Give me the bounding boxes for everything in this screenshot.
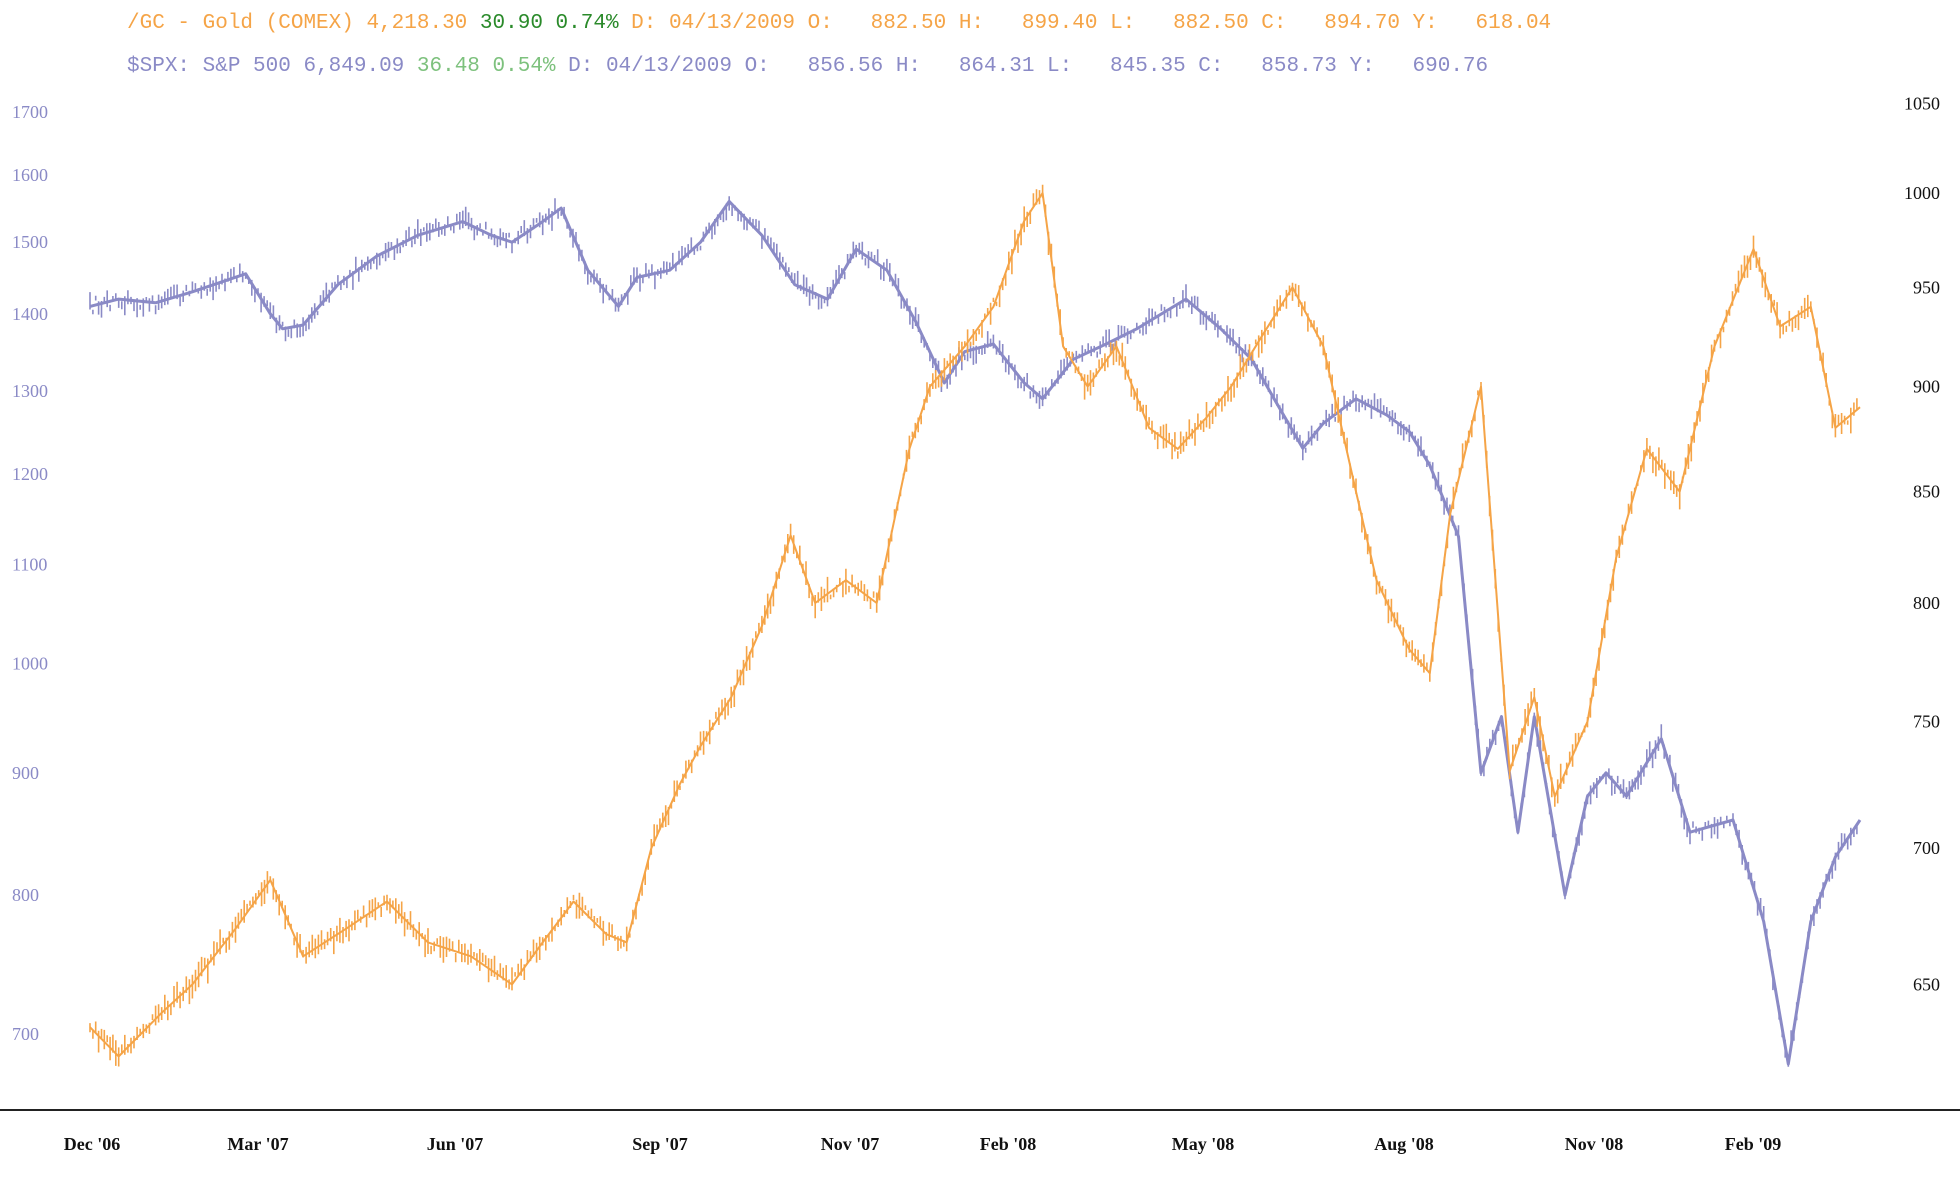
x-tick-9: Feb '09 [1725,1134,1782,1154]
left-tick-1000: 1000 [12,653,48,673]
spx-last: 6,849.09 [303,55,404,78]
spx-y: Y: 690.76 [1350,55,1489,78]
gold-y: Y: 618.04 [1413,12,1552,35]
gold-change: 30.90 [480,12,543,35]
spx-low: L: 845.35 [1047,55,1186,78]
left-tick-1400: 1400 [12,304,48,324]
right-tick-950: 950 [1913,277,1940,297]
left-tick-1600: 1600 [12,165,48,185]
right-axis-ticks: 650 700 750 800 850 900 950 1000 1050 [1904,94,1940,995]
right-tick-650: 650 [1913,974,1940,994]
left-axis-ticks: 700 800 900 1000 1100 1200 1300 1400 1500 1600 170… [12,102,48,1044]
gold-header: /GC - Gold (COMEX) 4,218.30 30.90 0.74% … [64,12,1589,35]
left-tick-1700: 1700 [12,102,48,122]
gold-change-pct: 0.74% [556,12,619,35]
x-tick-4: Nov '07 [821,1134,880,1154]
right-tick-1000: 1000 [1904,183,1940,203]
series-bars [89,184,1858,1067]
right-tick-750: 750 [1913,712,1940,732]
x-tick-1: Mar '07 [227,1134,288,1154]
spx-close: C: 858.73 [1198,55,1337,78]
spx-change-pct: 0.54% [493,55,556,78]
x-tick-6: May '08 [1172,1134,1235,1154]
x-tick-0: Dec '06 [64,1134,120,1154]
right-tick-850: 850 [1913,482,1940,502]
spx-date: D: 04/13/2009 [568,55,732,78]
gold-last: 4,218.30 [366,12,467,35]
x-tick-7: Aug '08 [1374,1134,1434,1154]
spx-open: O: 856.56 [745,55,884,78]
series-spx [89,196,1862,1067]
x-tick-2: Jun '07 [427,1134,484,1154]
spx-high: H: 864.31 [896,55,1035,78]
x-tick-3: Sep '07 [632,1134,688,1154]
right-tick-900: 900 [1913,377,1940,397]
left-tick-1300: 1300 [12,381,48,401]
right-tick-1050: 1050 [1904,94,1940,114]
gold-low: L: 882.50 [1110,12,1249,35]
left-tick-700: 700 [12,1024,39,1044]
gold-date: D: 04/13/2009 [631,12,795,35]
gold-symbol: /GC - Gold (COMEX) [127,12,354,35]
x-tick-5: Feb '08 [980,1134,1037,1154]
right-tick-700: 700 [1913,838,1940,858]
left-tick-800: 800 [12,885,39,905]
spx-change: 36.48 [417,55,480,78]
x-axis-ticks: Dec '06 Mar '07 Jun '07 Sep '07 Nov '07 Feb '… [64,1134,1781,1154]
right-tick-800: 800 [1913,593,1940,613]
gold-close: C: 894.70 [1261,12,1400,35]
series-gold [89,184,1861,1067]
left-tick-1500: 1500 [12,232,48,252]
series-layer [89,184,1862,1067]
left-tick-900: 900 [12,763,39,783]
left-tick-1200: 1200 [12,464,48,484]
x-tick-8: Nov '08 [1565,1134,1624,1154]
spx-symbol: $SPX: S&P 500 [127,55,291,78]
gold-open: O: 882.50 [808,12,947,35]
left-tick-1100: 1100 [12,554,47,574]
spx-header: $SPX: S&P 500 6,849.09 36.48 0.54% D: 04… [64,55,1526,78]
gold-high: H: 899.40 [959,12,1098,35]
series-bars [89,196,1858,1067]
